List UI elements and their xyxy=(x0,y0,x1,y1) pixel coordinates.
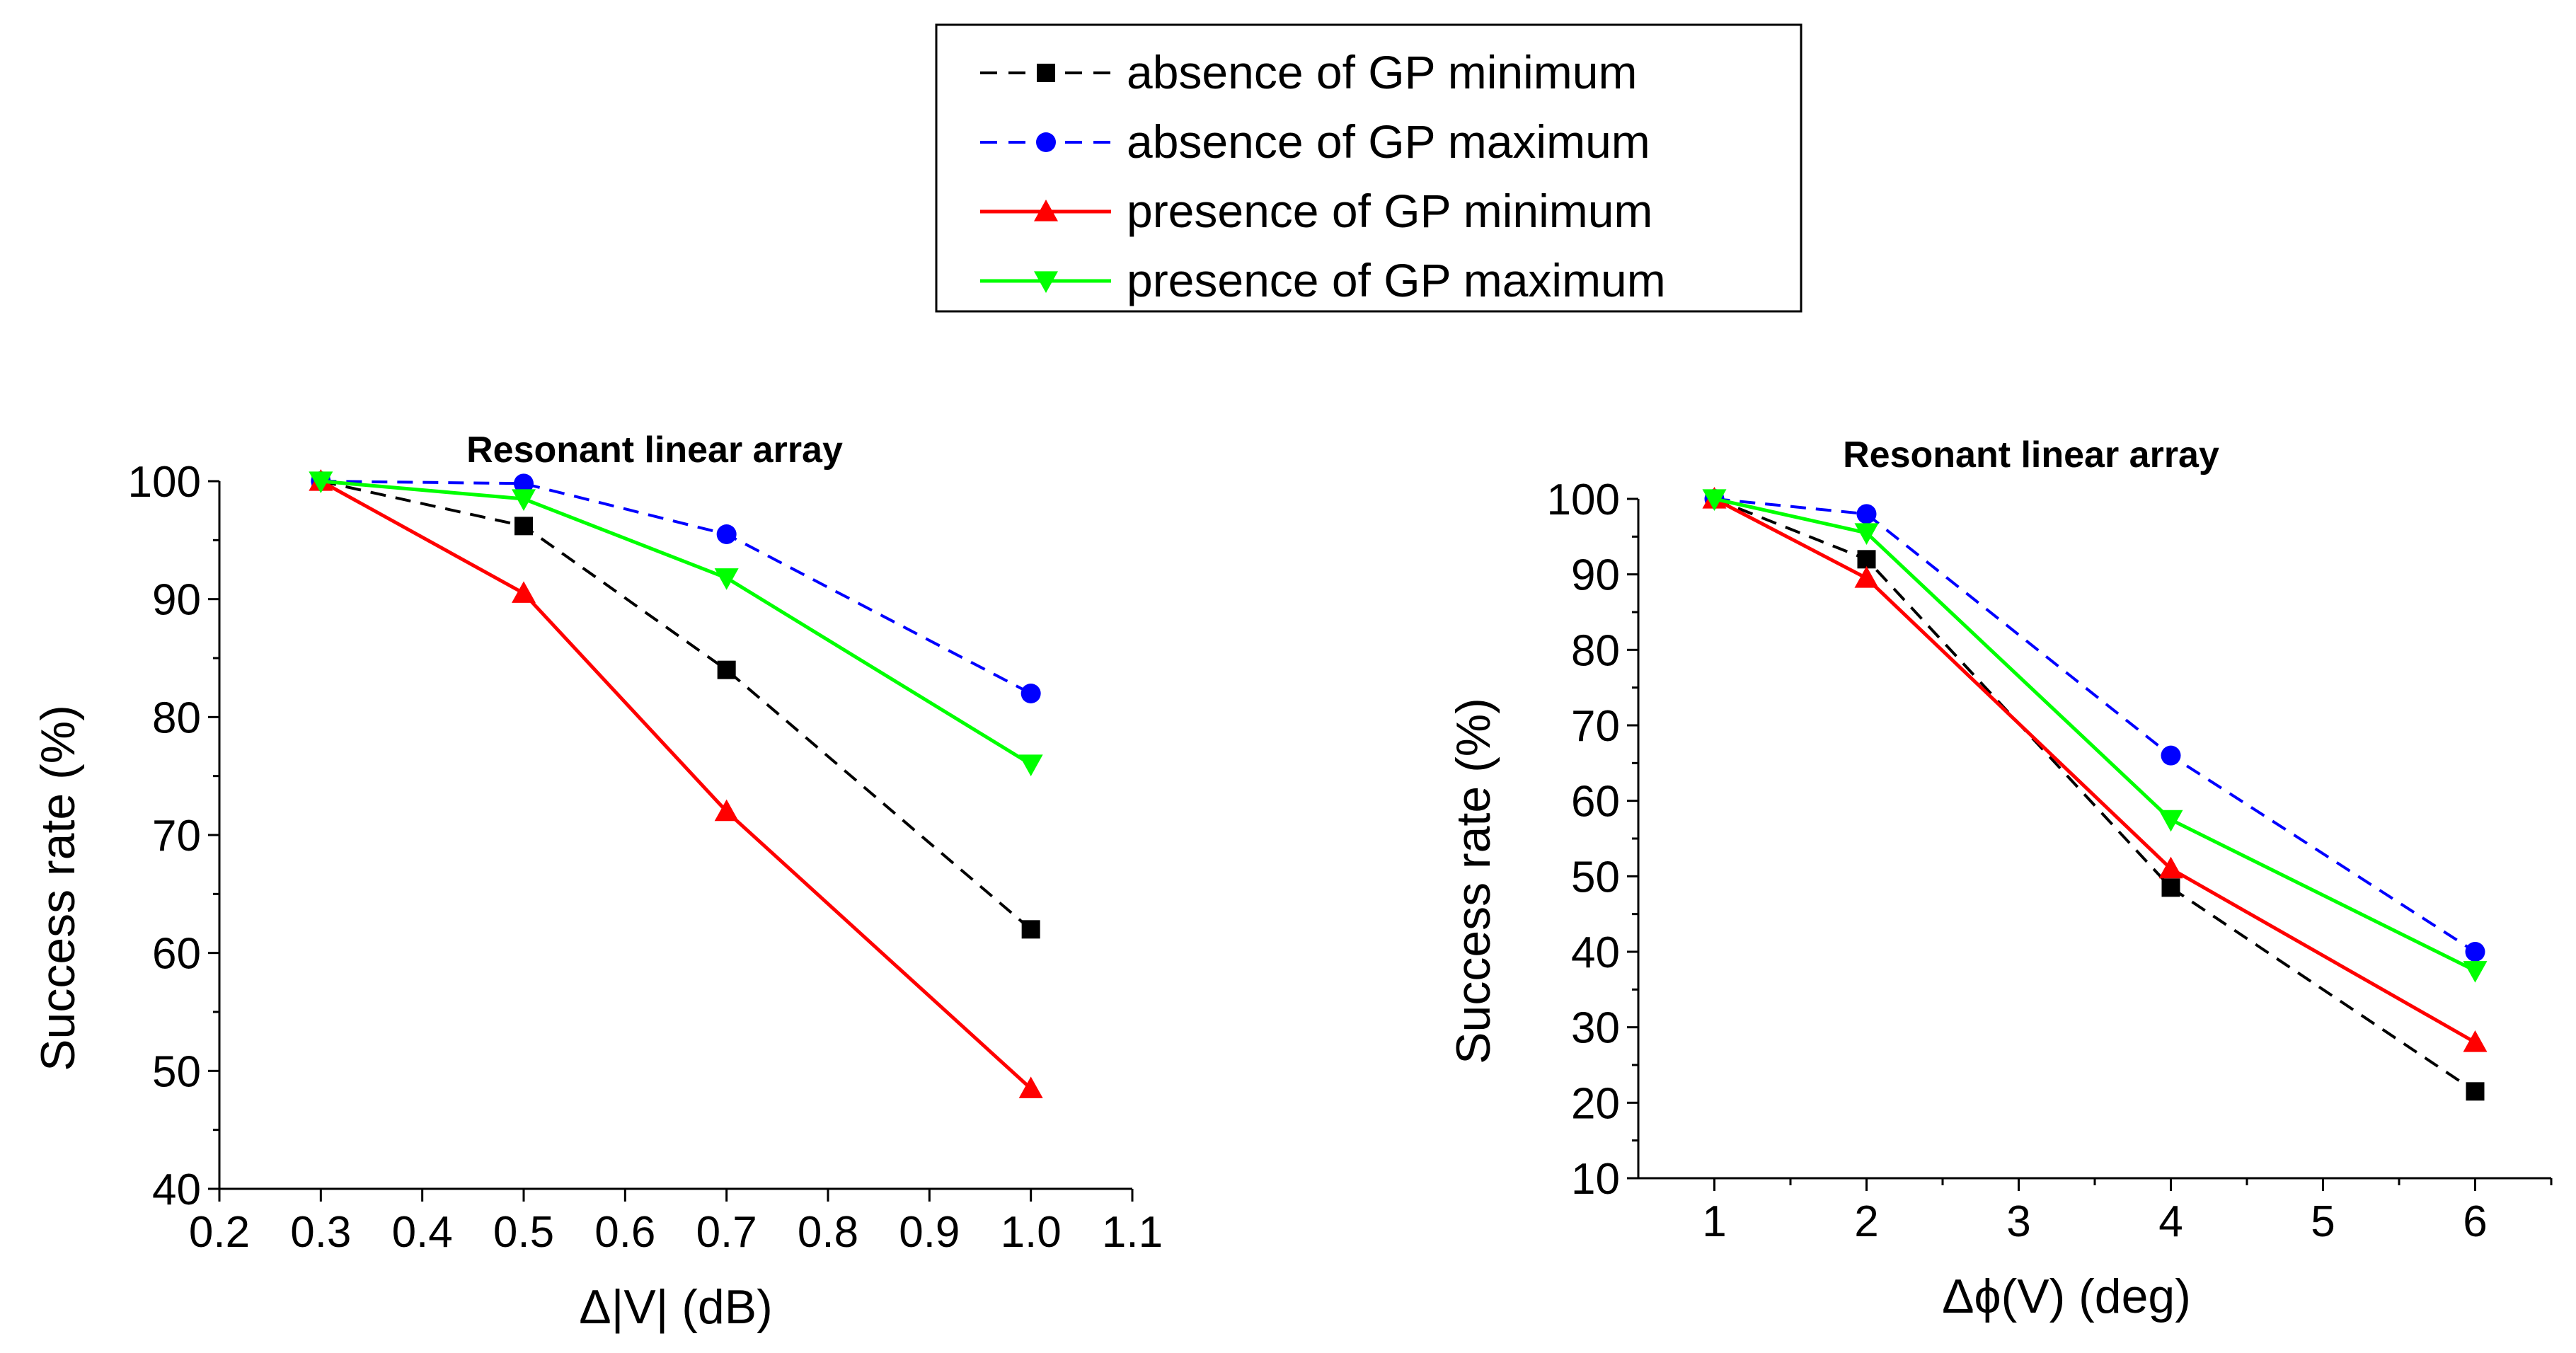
series-line xyxy=(320,480,1032,931)
data-point xyxy=(714,799,739,822)
chart-right: Resonant linear array 10 20 30 40 50 60 70 80 90… xyxy=(1447,434,2553,1323)
series-absence-of-gp-minimum xyxy=(311,472,1040,939)
data-point xyxy=(2465,942,2485,962)
y-tick-label: 20 xyxy=(1571,1079,1620,1128)
data-point xyxy=(2158,856,2183,879)
data-point xyxy=(512,581,536,603)
series-absence-of-gp-maximum xyxy=(311,471,1041,703)
data-point xyxy=(714,568,739,590)
legend-entry: absence of GP minimum xyxy=(980,46,1637,98)
series-presence-of-gp-maximum xyxy=(1702,489,2488,983)
x-axis-label: Δϕ(V) (deg) xyxy=(1942,1269,2191,1323)
legend-label: presence of GP minimum xyxy=(1127,185,1652,237)
x-tick-label: 4 xyxy=(2158,1197,2183,1246)
y-tick-label: 60 xyxy=(1571,778,1620,827)
data-point xyxy=(2158,810,2183,832)
series-line xyxy=(1713,497,2476,972)
x-tick-label: 0.9 xyxy=(899,1208,960,1257)
y-tick-label: 80 xyxy=(152,693,201,742)
series-line xyxy=(321,480,1032,695)
y-tick-label: 90 xyxy=(1571,551,1620,600)
y-tick-label: 60 xyxy=(152,930,201,979)
data-point xyxy=(1020,684,1041,703)
legend-entry: presence of GP minimum xyxy=(980,185,1652,237)
legend-marker xyxy=(1034,271,1058,293)
plot-area: 10 20 30 40 50 60 70 80 90 100 1 2 3 4 5 6 xyxy=(1547,476,2553,1246)
x-tick-label: 0.5 xyxy=(493,1208,554,1257)
series-absence-of-gp-maximum xyxy=(1704,489,2485,962)
data-point xyxy=(309,471,333,493)
series-line xyxy=(1714,497,2476,953)
y-tick-label: 30 xyxy=(1571,1004,1620,1053)
data-point xyxy=(2161,878,2180,897)
x-tick-label: 0.3 xyxy=(290,1208,351,1257)
legend-marker xyxy=(1037,64,1055,82)
series-presence-of-gp-minimum xyxy=(309,469,1043,1098)
y-tick-label: 70 xyxy=(1571,702,1620,751)
y-tick-label: 50 xyxy=(152,1047,201,1096)
x-tick-label: 2 xyxy=(1854,1197,1878,1246)
x-tick-label: 6 xyxy=(2463,1197,2487,1246)
x-tick-label: 1 xyxy=(1702,1197,1726,1246)
legend-entries: absence of GP minimum absence of GP maxim… xyxy=(980,46,1666,306)
data-point xyxy=(1018,1076,1043,1098)
y-tick-label: 100 xyxy=(1547,476,1620,524)
y-axis-label: Success rate (%) xyxy=(1447,698,1500,1064)
legend-marker xyxy=(1034,200,1058,221)
x-tick-label: 0.2 xyxy=(189,1208,250,1257)
legend: absence of GP minimum absence of GP maxim… xyxy=(935,23,1802,313)
data-point xyxy=(1854,523,1879,545)
data-point xyxy=(2463,961,2488,983)
chart-title: Resonant linear array xyxy=(466,430,843,471)
series-line xyxy=(320,479,1033,1090)
legend-entry: presence of GP maximum xyxy=(980,254,1666,306)
data-point xyxy=(2161,745,2181,766)
x-axis-label: Δ|V| (dB) xyxy=(579,1280,772,1334)
data-point xyxy=(717,660,736,679)
y-tick-label: 100 xyxy=(128,458,201,507)
data-point xyxy=(716,524,737,544)
series-presence-of-gp-minimum xyxy=(1702,487,2488,1052)
y-axis-label: Success rate (%) xyxy=(31,705,85,1071)
data-point xyxy=(514,473,534,494)
data-point xyxy=(1702,489,1727,511)
x-tick-label: 0.7 xyxy=(696,1208,757,1257)
plot-area: 40 50 60 70 80 90 100 0.2 0.3 0.4 0.5 0.6 0.7 0.8 0.9 1… xyxy=(128,458,1163,1257)
x-tick-label: 1.1 xyxy=(1102,1208,1163,1257)
y-tick-label: 40 xyxy=(152,1165,201,1214)
chart-left: Resonant linear array 40 50 60 70 80 90 100 0.2… xyxy=(31,430,1163,1334)
y-tick-label: 50 xyxy=(1571,853,1620,902)
data-point xyxy=(1857,550,1876,569)
data-point xyxy=(1854,566,1879,588)
x-tick-label: 1.0 xyxy=(1001,1208,1062,1257)
data-point xyxy=(1021,920,1040,939)
y-tick-label: 40 xyxy=(1571,928,1620,977)
y-tick-label: 70 xyxy=(152,812,201,860)
y-tick-label: 80 xyxy=(1571,626,1620,675)
data-point xyxy=(2466,1082,2485,1101)
series-line xyxy=(1713,497,2476,1044)
x-tick-label: 0.4 xyxy=(392,1208,453,1257)
data-point xyxy=(512,489,536,511)
x-tick-label: 5 xyxy=(2311,1197,2335,1246)
legend-marker xyxy=(1036,132,1056,152)
data-point xyxy=(2463,1030,2488,1052)
chart-title: Resonant linear array xyxy=(1843,434,2219,476)
data-point xyxy=(1018,754,1043,776)
legend-label: absence of GP minimum xyxy=(1127,46,1637,98)
legend-entry: absence of GP maximum xyxy=(980,115,1650,168)
x-tick-label: 3 xyxy=(2006,1197,2030,1246)
x-tick-label: 0.8 xyxy=(798,1208,858,1257)
data-point xyxy=(1856,504,1877,524)
data-point xyxy=(514,517,533,536)
x-tick-label: 0.6 xyxy=(594,1208,655,1257)
series-line xyxy=(321,479,1032,766)
legend-label: absence of GP maximum xyxy=(1127,115,1650,168)
y-tick-label: 90 xyxy=(152,576,201,625)
legend-label: presence of GP maximum xyxy=(1127,254,1666,306)
series-presence-of-gp-maximum xyxy=(309,471,1043,776)
y-tick-label: 10 xyxy=(1571,1155,1620,1204)
